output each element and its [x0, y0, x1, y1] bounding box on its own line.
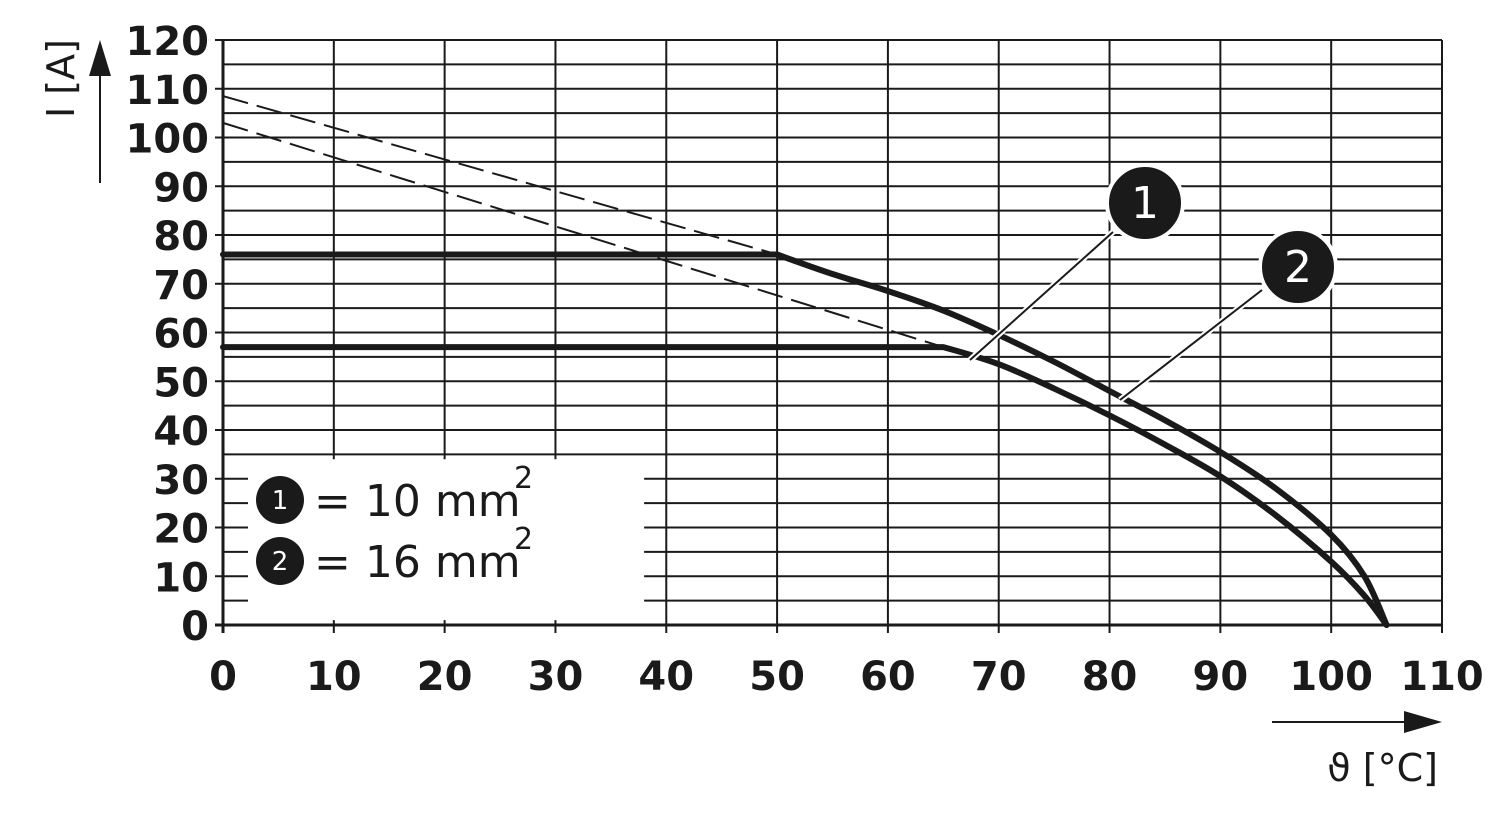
series-line-2: [220, 251, 1390, 628]
x-tick-label: 20: [417, 654, 473, 700]
legend-superscript-2: 2: [514, 522, 533, 557]
x-tick-labels: 0 10 20 30 40 50 60 70 80 90 100 110: [209, 654, 1484, 700]
y-tick-label: 60: [153, 312, 209, 358]
callout-number-1: 1: [1131, 178, 1159, 229]
legend-marker-number-2: 2: [272, 547, 289, 577]
x-tick-label: 80: [1082, 654, 1138, 700]
x-axis-label: ϑ [°C]: [1327, 746, 1438, 790]
legend-label-1: = 10 mm: [314, 476, 521, 527]
y-tick-label: 120: [126, 19, 210, 65]
legend-superscript-1: 2: [514, 461, 533, 496]
x-tick-label: 70: [971, 654, 1027, 700]
legend-label-2: = 16 mm: [314, 537, 521, 588]
y-axis-arrow-head: [89, 40, 111, 76]
x-tick-label: 10: [306, 654, 362, 700]
legend-marker-number-1: 1: [272, 486, 289, 516]
y-tick-label: 40: [153, 409, 209, 455]
series-curves: [220, 251, 1390, 628]
callout-circle-1: [1105, 163, 1185, 243]
grid: [215, 39, 1443, 633]
dashed-extrapolation-1: [222, 121, 944, 349]
x-tick-label: 110: [1400, 654, 1484, 700]
y-tick-label: 70: [153, 263, 209, 309]
leader-line-1: [969, 231, 1114, 361]
leader-line-2: [1119, 289, 1263, 401]
callout-leader-lines: [967, 229, 1264, 403]
y-tick-label: 100: [126, 117, 210, 163]
y-tick-label: 90: [153, 165, 209, 211]
legend-background: [248, 459, 645, 621]
x-tick-label: 100: [1289, 654, 1373, 700]
x-tick-label: 40: [638, 654, 694, 700]
y-tick-label: 30: [153, 458, 209, 504]
x-tick-label: 30: [528, 654, 584, 700]
x-tick-label: 50: [749, 654, 805, 700]
x-tick-label: 0: [209, 654, 237, 700]
series-callouts: 12: [1105, 163, 1338, 307]
x-tick-label: 90: [1193, 654, 1249, 700]
y-tick-label: 80: [153, 214, 209, 260]
x-axis-arrow-head: [1404, 711, 1442, 733]
legend-marker-2: [256, 537, 304, 585]
y-axis-label: I [A]: [39, 39, 83, 118]
legend-marker-1: [256, 476, 304, 524]
y-tick-label: 20: [153, 507, 209, 553]
y-tick-label: 110: [126, 68, 210, 114]
callout-circle-2: [1258, 227, 1338, 307]
y-tick-label: 50: [153, 360, 209, 406]
y-tick-label: 0: [181, 604, 209, 650]
dashed-extrapolation-2: [222, 95, 778, 256]
extrapolation-lines: [222, 95, 944, 349]
callout-number-2: 2: [1284, 242, 1312, 293]
series-line-1: [220, 344, 1390, 628]
axis-arrows: [89, 40, 1442, 733]
x-tick-label: 60: [860, 654, 916, 700]
y-tick-label: 10: [153, 555, 209, 601]
